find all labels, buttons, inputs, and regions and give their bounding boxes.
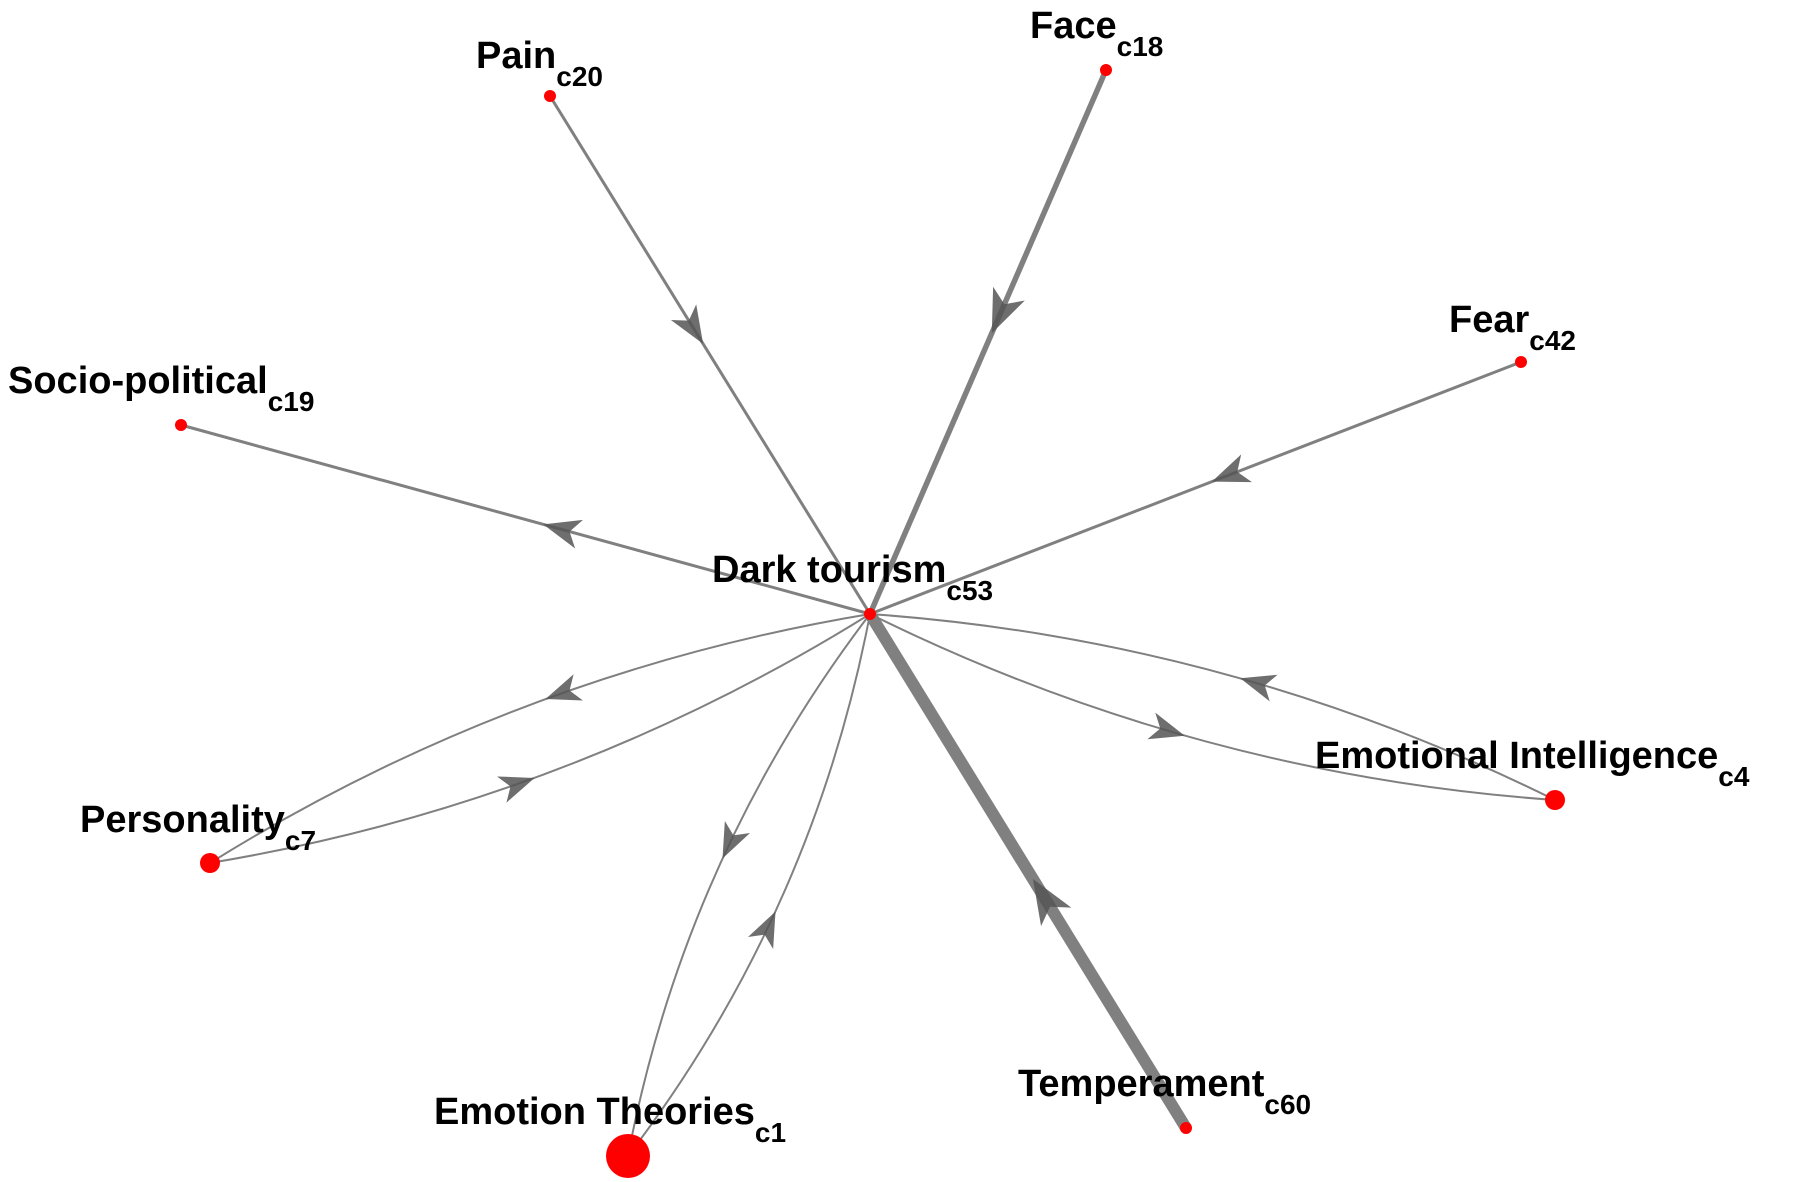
node-label-code: c4 [1718, 761, 1750, 792]
node-label-name: Socio-political [8, 360, 268, 402]
arrowhead-c53-to-c1 [722, 821, 750, 859]
node-label-c20: Painc20 [476, 35, 603, 92]
node-label-code: c60 [1264, 1089, 1311, 1120]
node-label-name: Emotional Intelligence [1315, 735, 1718, 777]
edge-c53-to-c19 [180, 423, 871, 616]
edge-c1-to-c53 [627, 613, 871, 1157]
node-label-c19: Socio-politicalc19 [8, 360, 314, 417]
edge-c4-to-c53 [869, 613, 1556, 801]
arrowhead-c20-to-c53 [670, 304, 704, 344]
node-label-code: c53 [946, 575, 993, 606]
arrowhead-c7-to-c53 [497, 776, 535, 803]
node-label-code: c7 [285, 825, 316, 856]
node-label-name: Emotion Theories [434, 1091, 755, 1133]
arrowhead-c53-to-c7 [545, 674, 583, 701]
edge-c7-to-c53 [209, 613, 871, 864]
node-c60[interactable] [1180, 1122, 1192, 1134]
edges-layer [180, 68, 1556, 1157]
arrowhead-c1-to-c53 [748, 911, 776, 949]
node-label-code: c19 [268, 386, 315, 417]
arrowhead-c42-to-c53 [1211, 454, 1252, 483]
arrowhead-c53-to-c4 [1147, 712, 1185, 740]
node-label-code: c18 [1117, 31, 1164, 62]
node-label-name: Fear [1449, 299, 1529, 341]
arrowhead-c18-to-c53 [991, 286, 1025, 334]
node-label-c1: Emotion Theoriesc1 [434, 1091, 786, 1148]
node-label-name: Personality [80, 799, 285, 841]
edge-c42-to-c53 [869, 360, 1522, 616]
arrowhead-c60-to-c53 [1032, 879, 1072, 927]
nodes-layer [175, 64, 1565, 1178]
labels-layer: Dark tourismc53 Painc20 Facec18 Fearc42 Soci… [8, 5, 1750, 1148]
arrowhead-c53-to-c19 [543, 519, 584, 549]
node-label-name: Temperament [1018, 1063, 1265, 1105]
node-label-c53: Dark tourismc53 [712, 549, 993, 606]
node-c7[interactable] [200, 853, 220, 873]
node-label-code: c42 [1529, 325, 1576, 356]
node-label-c7: Personalityc7 [80, 799, 316, 856]
edge-c53-to-c7 [209, 613, 871, 864]
edge-c60-to-c53 [864, 610, 1192, 1132]
node-label-c4: Emotional Intelligencec4 [1315, 735, 1750, 792]
arrows-layer [497, 286, 1278, 949]
node-label-name: Pain [476, 35, 556, 77]
arrowhead-c4-to-c53 [1240, 674, 1278, 702]
node-c18[interactable] [1100, 64, 1112, 76]
node-c53[interactable] [864, 608, 876, 620]
node-label-name: Dark tourism [712, 549, 946, 591]
node-c19[interactable] [175, 419, 187, 431]
node-c1[interactable] [606, 1134, 650, 1178]
node-label-name: Face [1030, 5, 1117, 47]
edge-c20-to-c53 [548, 95, 872, 615]
edge-c18-to-c53 [867, 68, 1109, 616]
node-label-c60: Temperamentc60 [1018, 1063, 1311, 1120]
node-c20[interactable] [544, 90, 556, 102]
node-c42[interactable] [1515, 356, 1527, 368]
node-label-code: c20 [556, 61, 603, 92]
node-label-c18: Facec18 [1030, 5, 1163, 62]
node-c4[interactable] [1545, 790, 1565, 810]
node-label-c42: Fearc42 [1449, 299, 1576, 356]
edge-c53-to-c1 [627, 613, 871, 1157]
node-label-code: c1 [755, 1117, 786, 1148]
edge-c53-to-c4 [869, 613, 1556, 801]
